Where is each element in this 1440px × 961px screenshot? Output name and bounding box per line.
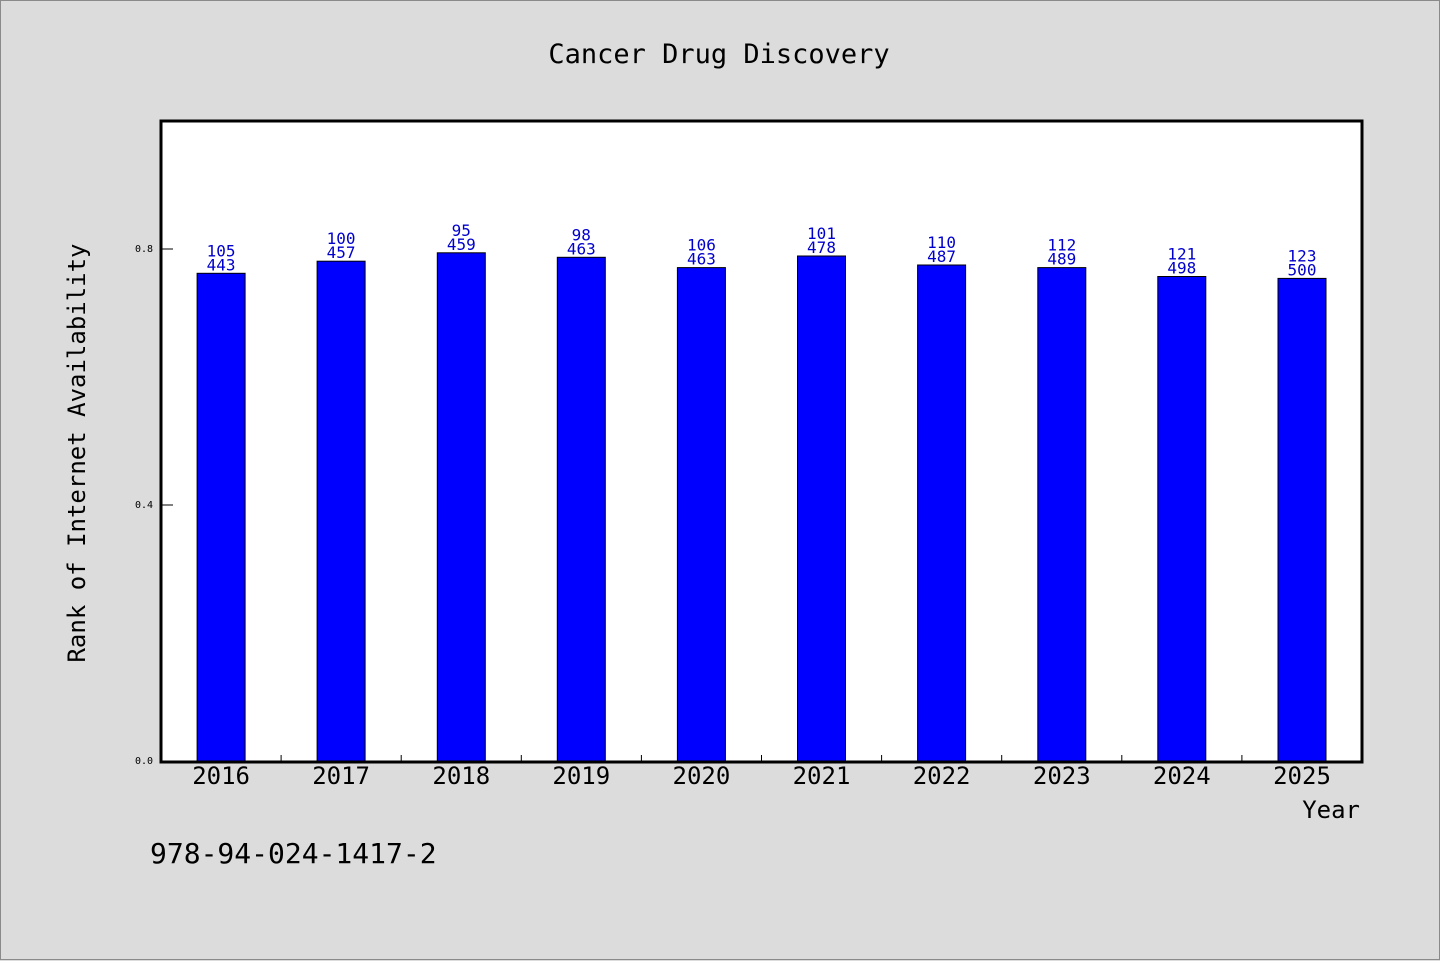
x-tick-label-2022: 2022 <box>913 762 971 790</box>
bar-label-bottom-2019: 463 <box>567 239 596 258</box>
bar-2019 <box>556 256 606 762</box>
x-axis-ticks: 2016 2017 2018 2019 2020 2021 2022 2023 2024 2025 <box>192 755 1331 790</box>
x-tick-label-2024: 2024 <box>1153 762 1211 790</box>
bar-label-bottom-2023: 489 <box>1047 250 1076 269</box>
bar-label-bottom-2016: 443 <box>207 255 236 274</box>
y-axis-label: Rank of Internet Availability <box>63 243 91 662</box>
bar-2023 <box>1037 267 1087 762</box>
x-axis-label: Year <box>1302 796 1360 824</box>
bar-label-bottom-2025: 500 <box>1288 260 1317 279</box>
x-tick-label-2017: 2017 <box>312 762 370 790</box>
bar-label-bottom-2022: 487 <box>927 247 956 266</box>
bar-label-top-2025: 123 <box>1288 246 1317 265</box>
x-tick-label-2019: 2019 <box>552 762 610 790</box>
bar-2017 <box>316 260 366 762</box>
bar-label-bottom-2021: 478 <box>807 238 836 257</box>
bar-label-bottom-2020: 463 <box>687 250 716 269</box>
bar-label-top-2019: 98 <box>572 225 591 244</box>
x-tick-label-2023: 2023 <box>1033 762 1091 790</box>
bar-label-bottom-2024: 498 <box>1167 259 1196 278</box>
x-tick-label-2020: 2020 <box>673 762 731 790</box>
bar-2025 <box>1277 277 1327 762</box>
bar-2022 <box>917 264 967 762</box>
bar-label-top-2018: 95 <box>452 221 471 240</box>
bar-label-top-2020: 106 <box>687 236 716 255</box>
bar-label-bottom-2017: 457 <box>327 243 356 262</box>
bar-label-top-2024: 121 <box>1167 245 1196 264</box>
bar-2021 <box>797 255 846 762</box>
bar-2016 <box>196 272 246 762</box>
bar-label-top-2016: 105 <box>207 241 236 260</box>
bar-label-top-2021: 101 <box>807 224 836 243</box>
x-tick-label-2016: 2016 <box>192 762 250 790</box>
y-tick-label-0.8: 0.8 <box>135 244 153 255</box>
x-tick-label-2025: 2025 <box>1273 762 1331 790</box>
bar-2024 <box>1157 276 1207 762</box>
bar-label-bottom-2018: 459 <box>447 235 476 254</box>
bar-label-top-2022: 110 <box>927 233 956 252</box>
bar-2018 <box>436 252 486 762</box>
bar-2020 <box>676 267 726 762</box>
isbn-footer: 978-94-024-1417-2 <box>150 837 437 870</box>
bars-group <box>196 252 1327 762</box>
x-tick-label-2018: 2018 <box>432 762 490 790</box>
x-tick-label-2021: 2021 <box>793 762 851 790</box>
y-tick-label-0.0: 0.0 <box>135 756 153 767</box>
bar-label-top-2023: 112 <box>1047 236 1076 255</box>
y-tick-label-0.4: 0.4 <box>135 500 153 511</box>
chart-title: Cancer Drug Discovery <box>548 39 889 70</box>
bar-label-top-2017: 100 <box>327 229 356 248</box>
y-axis-ticks: 0.0 0.4 0.8 <box>135 244 173 767</box>
